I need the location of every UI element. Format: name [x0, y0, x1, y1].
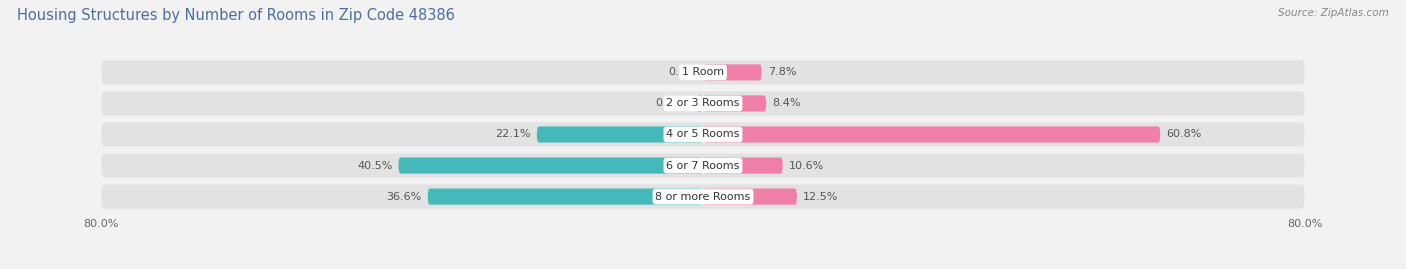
Text: Source: ZipAtlas.com: Source: ZipAtlas.com — [1278, 8, 1389, 18]
Text: 7.8%: 7.8% — [768, 68, 796, 77]
Text: 36.6%: 36.6% — [387, 192, 422, 201]
FancyBboxPatch shape — [101, 91, 1305, 116]
Text: 6 or 7 Rooms: 6 or 7 Rooms — [666, 161, 740, 171]
Text: 8.4%: 8.4% — [772, 98, 800, 108]
FancyBboxPatch shape — [703, 189, 797, 205]
FancyBboxPatch shape — [101, 185, 1305, 209]
Text: 10.6%: 10.6% — [789, 161, 824, 171]
Text: 12.5%: 12.5% — [803, 192, 838, 201]
FancyBboxPatch shape — [427, 189, 703, 205]
Text: 0.0%: 0.0% — [669, 68, 697, 77]
Text: 4 or 5 Rooms: 4 or 5 Rooms — [666, 129, 740, 140]
Text: 0.88%: 0.88% — [655, 98, 690, 108]
Text: Housing Structures by Number of Rooms in Zip Code 48386: Housing Structures by Number of Rooms in… — [17, 8, 454, 23]
Text: 2 or 3 Rooms: 2 or 3 Rooms — [666, 98, 740, 108]
FancyBboxPatch shape — [398, 157, 703, 174]
FancyBboxPatch shape — [537, 126, 703, 143]
Text: 1 Room: 1 Room — [682, 68, 724, 77]
FancyBboxPatch shape — [696, 95, 703, 112]
FancyBboxPatch shape — [101, 122, 1305, 147]
FancyBboxPatch shape — [703, 126, 1160, 143]
Text: 8 or more Rooms: 8 or more Rooms — [655, 192, 751, 201]
Text: 40.5%: 40.5% — [357, 161, 392, 171]
FancyBboxPatch shape — [703, 95, 766, 112]
FancyBboxPatch shape — [101, 153, 1305, 178]
FancyBboxPatch shape — [703, 64, 762, 80]
Text: 60.8%: 60.8% — [1166, 129, 1202, 140]
FancyBboxPatch shape — [101, 60, 1305, 84]
FancyBboxPatch shape — [703, 157, 783, 174]
Text: 22.1%: 22.1% — [495, 129, 531, 140]
